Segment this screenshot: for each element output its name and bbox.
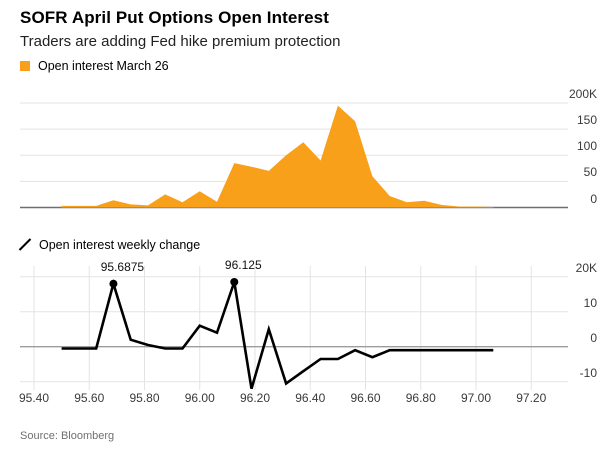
weekly-change-line-series: [61, 278, 494, 390]
annotation-marker-dot: [109, 279, 118, 288]
x-tick-label: 97.20: [516, 391, 547, 405]
y-tick-label: 150: [576, 113, 597, 128]
y-tick-label: 200K: [568, 87, 597, 101]
y-tick-label: 10: [583, 295, 597, 310]
legend-open-interest-label: Open interest March 26: [38, 59, 169, 73]
y-tick-label: 20K: [575, 260, 597, 275]
open-interest-area-chart: [20, 102, 568, 209]
weekly-change-line-chart: [20, 266, 568, 390]
x-tick-label: 96.20: [239, 391, 271, 405]
legend-open-interest: Open interest March 26: [20, 59, 169, 73]
page-title: SOFR April Put Options Open Interest: [20, 8, 329, 27]
annotation-label: 95.6875: [100, 260, 145, 275]
orange-square-swatch-icon: [20, 61, 30, 71]
line-swatch-icon: [18, 238, 32, 251]
y-tick-label: 100: [576, 139, 597, 154]
y-tick-label: 0: [590, 330, 597, 345]
legend-weekly-change: Open interest weekly change: [18, 237, 200, 252]
y-tick-label: 0: [590, 191, 597, 206]
y-tick-label: 50: [583, 165, 597, 180]
chart-subtitle: Traders are adding Fed hike premium prot…: [20, 33, 341, 50]
x-tick-label: 96.60: [350, 391, 381, 405]
x-tick-label: 95.60: [74, 391, 105, 405]
annotation-label: 96.125: [224, 258, 262, 273]
x-tick-label: 96.40: [295, 391, 326, 405]
annotation-marker-dot: [230, 277, 239, 286]
y-tick-label: -10: [579, 365, 597, 380]
source-note: Source: Bloomberg: [20, 430, 115, 442]
legend-weekly-change-label: Open interest weekly change: [39, 237, 201, 252]
x-tick-label: 97.00: [460, 391, 492, 405]
x-tick-label: 95.40: [18, 391, 50, 405]
x-tick-label: 96.00: [184, 391, 215, 405]
open-interest-area-series: [61, 105, 494, 208]
x-tick-label: 95.80: [129, 391, 160, 405]
x-tick-label: 96.80: [405, 391, 436, 405]
